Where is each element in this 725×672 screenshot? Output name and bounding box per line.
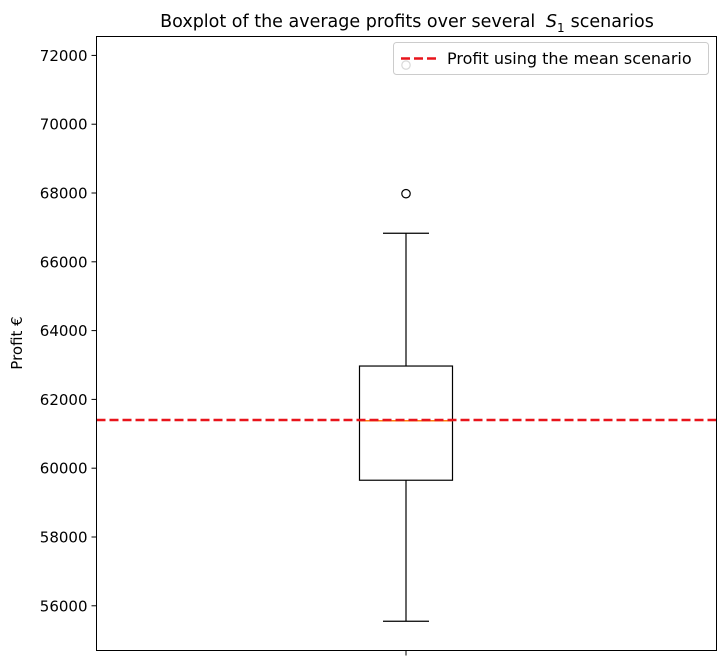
y-tick-label: 72000 [40,47,88,65]
y-tick-label: 66000 [40,253,88,271]
y-tick-label: 68000 [40,185,88,203]
legend-label-mean-line: Profit using the mean scenario [447,49,692,68]
axes-frame [96,36,717,651]
y-tick-label: 70000 [40,116,88,134]
y-axis-ticks: 56000 58000 60000 62000 64000 66000 68000 70000… [40,47,407,656]
outlier-point [401,188,411,199]
y-tick-label: 56000 [40,597,88,615]
y-tick-label: 64000 [40,322,88,340]
y-tick-label: 58000 [40,528,88,546]
chart-title-main: Boxplot of the average profits over seve… [160,12,535,32]
box-iqr [358,365,454,481]
chart-title: Boxplot of the average profits over seve… [160,12,654,35]
svg-text:Boxplot of the average profits: Boxplot of the average profits over seve… [160,12,654,35]
legend: Profit using the mean scenario [393,42,709,75]
chart-title-suffix: scenarios [571,12,654,32]
chart-title-math: S [546,12,557,32]
legend-box [393,42,709,75]
y-tick-label: 62000 [40,391,88,409]
plot-area [96,60,717,622]
y-tick-label: 60000 [40,460,88,478]
chart-title-math-sub: 1 [557,21,565,35]
y-axis-label: Profit € [8,316,26,369]
